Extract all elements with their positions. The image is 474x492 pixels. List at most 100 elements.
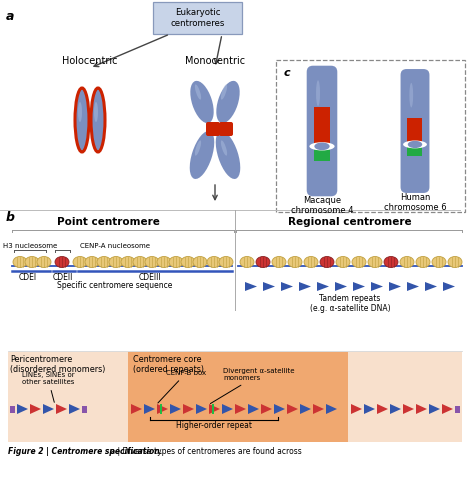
Ellipse shape [207, 256, 221, 268]
Polygon shape [131, 404, 142, 414]
Polygon shape [364, 404, 375, 414]
Ellipse shape [221, 140, 227, 155]
Polygon shape [416, 404, 427, 414]
Ellipse shape [190, 81, 214, 123]
Text: LINEs, SINEs or
other satellites: LINEs, SINEs or other satellites [22, 372, 74, 402]
Polygon shape [43, 404, 54, 414]
FancyBboxPatch shape [206, 122, 220, 136]
Ellipse shape [410, 83, 413, 107]
Polygon shape [144, 404, 155, 414]
Polygon shape [371, 282, 383, 291]
Polygon shape [30, 404, 41, 414]
Ellipse shape [109, 256, 123, 268]
Text: Human
chromosome 6: Human chromosome 6 [383, 193, 447, 213]
Polygon shape [407, 282, 419, 291]
Polygon shape [245, 282, 257, 291]
Ellipse shape [316, 80, 320, 106]
Polygon shape [442, 404, 453, 414]
Text: Point centromere: Point centromere [56, 217, 159, 227]
FancyBboxPatch shape [455, 406, 460, 413]
FancyBboxPatch shape [8, 352, 128, 442]
Polygon shape [389, 282, 401, 291]
FancyBboxPatch shape [153, 2, 242, 34]
Polygon shape [281, 282, 293, 291]
Ellipse shape [221, 84, 227, 100]
Polygon shape [335, 282, 347, 291]
Ellipse shape [121, 256, 135, 268]
Text: Divergent α-satellite
monomers: Divergent α-satellite monomers [210, 368, 294, 403]
Polygon shape [183, 404, 194, 414]
Polygon shape [326, 404, 337, 414]
FancyBboxPatch shape [408, 118, 422, 145]
Text: c: c [284, 68, 291, 78]
Ellipse shape [133, 256, 147, 268]
FancyBboxPatch shape [348, 352, 462, 442]
Text: Monocentric: Monocentric [185, 56, 245, 66]
FancyBboxPatch shape [401, 69, 429, 193]
Text: b: b [6, 211, 15, 224]
Polygon shape [390, 404, 401, 414]
Ellipse shape [320, 256, 334, 268]
Ellipse shape [181, 256, 195, 268]
Ellipse shape [169, 256, 183, 268]
Ellipse shape [314, 143, 329, 150]
Ellipse shape [145, 256, 159, 268]
Ellipse shape [73, 256, 87, 268]
Ellipse shape [400, 256, 414, 268]
Polygon shape [313, 404, 324, 414]
Ellipse shape [13, 256, 27, 268]
Ellipse shape [368, 256, 382, 268]
FancyBboxPatch shape [219, 122, 233, 136]
FancyBboxPatch shape [276, 60, 465, 212]
Polygon shape [274, 404, 285, 414]
Ellipse shape [94, 102, 98, 122]
Polygon shape [170, 404, 181, 414]
Text: H3 nucleosome: H3 nucleosome [3, 243, 57, 249]
Ellipse shape [408, 141, 422, 148]
Text: Centromere core
(ordered repeats): Centromere core (ordered repeats) [133, 355, 204, 374]
Text: Holocentric: Holocentric [62, 56, 118, 66]
Text: CDEI: CDEI [19, 273, 37, 282]
Ellipse shape [310, 142, 335, 151]
Polygon shape [157, 404, 168, 414]
Text: Tandem repeats
(e.g. α-satellite DNA): Tandem repeats (e.g. α-satellite DNA) [310, 294, 390, 313]
Polygon shape [287, 404, 298, 414]
Ellipse shape [85, 256, 99, 268]
Ellipse shape [219, 256, 233, 268]
Ellipse shape [25, 256, 39, 268]
FancyBboxPatch shape [314, 107, 330, 145]
Text: Pericentromere
(disordered monomers): Pericentromere (disordered monomers) [10, 355, 105, 374]
Polygon shape [248, 404, 259, 414]
Ellipse shape [240, 256, 254, 268]
Ellipse shape [416, 256, 430, 268]
Polygon shape [317, 282, 329, 291]
Ellipse shape [55, 256, 69, 268]
Polygon shape [443, 282, 455, 291]
Polygon shape [17, 404, 28, 414]
Text: CDEII: CDEII [53, 273, 73, 282]
Polygon shape [69, 404, 80, 414]
Ellipse shape [304, 256, 318, 268]
Ellipse shape [216, 81, 240, 123]
Text: Eukaryotic
centromeres: Eukaryotic centromeres [170, 8, 225, 28]
Text: CENP-B box: CENP-B box [158, 370, 206, 403]
Text: a: a [6, 10, 14, 23]
Ellipse shape [288, 256, 302, 268]
Ellipse shape [37, 256, 51, 268]
Text: Higher-order repeat: Higher-order repeat [176, 421, 252, 430]
Polygon shape [299, 282, 311, 291]
Ellipse shape [195, 84, 201, 100]
FancyBboxPatch shape [212, 404, 215, 414]
Polygon shape [353, 282, 365, 291]
Polygon shape [300, 404, 311, 414]
Text: Figure 2 | Centromere specification.: Figure 2 | Centromere specification. [8, 447, 163, 456]
Text: CDEIII: CDEIII [139, 273, 161, 282]
Polygon shape [425, 282, 437, 291]
Ellipse shape [384, 256, 398, 268]
Ellipse shape [272, 256, 286, 268]
Ellipse shape [448, 256, 462, 268]
Ellipse shape [157, 256, 171, 268]
Text: CENP-A nucleosome: CENP-A nucleosome [80, 243, 150, 249]
Ellipse shape [352, 256, 366, 268]
Text: Specific centromere sequence: Specific centromere sequence [57, 281, 173, 290]
